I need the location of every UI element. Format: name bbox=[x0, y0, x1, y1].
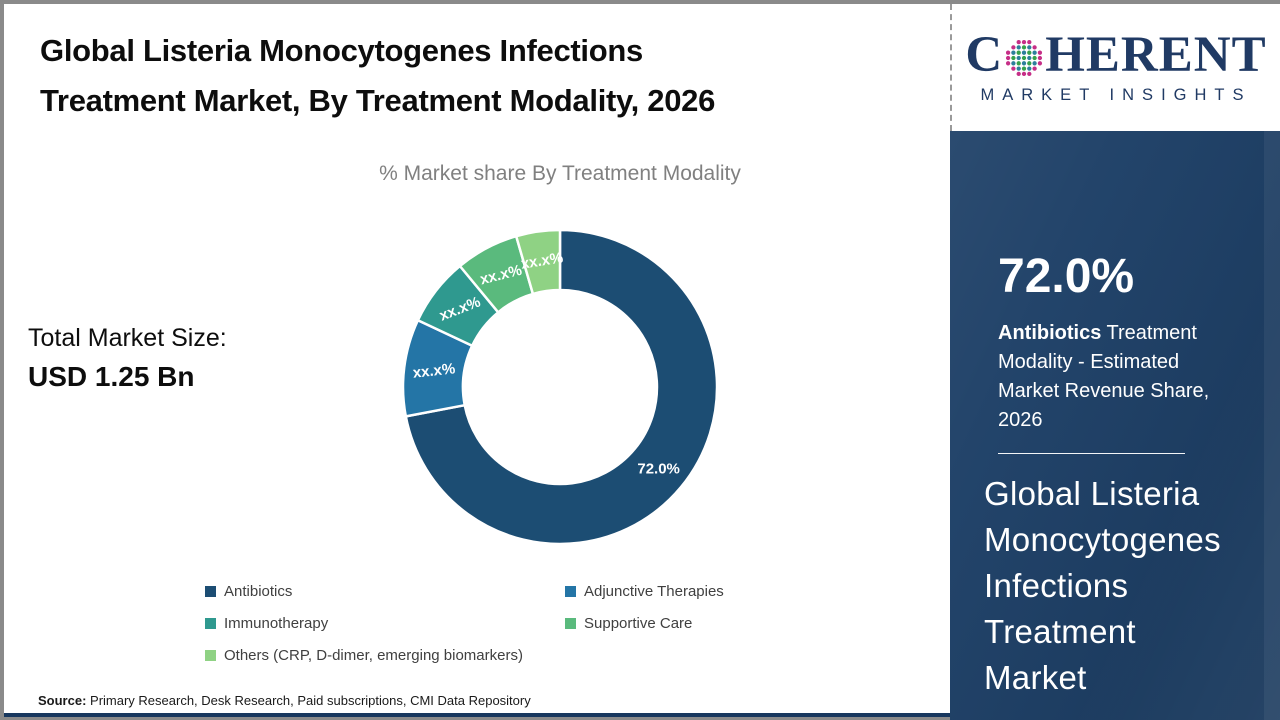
legend-item-supportive-care: Supportive Care bbox=[565, 615, 724, 632]
donut-chart: 72.0% xx.x% xx.x% xx.x% xx.x% bbox=[400, 227, 720, 547]
chart-legend: Antibiotics Adjunctive Therapies Immunot… bbox=[205, 583, 724, 664]
total-market-size-value: USD 1.25 Bn bbox=[28, 361, 195, 392]
legend-swatch-icon bbox=[205, 618, 216, 629]
donut-slice-4 bbox=[514, 228, 562, 296]
highlight-stat-value: 72.0% bbox=[998, 250, 1135, 303]
legend-label: Others (CRP, D-dimer, emerging biomarker… bbox=[224, 647, 523, 664]
logo-tagline: MARKET INSIGHTS bbox=[980, 86, 1252, 104]
legend-swatch-icon bbox=[565, 618, 576, 629]
highlight-stat-description: Antibiotics Treatment Modality - Estimat… bbox=[998, 319, 1234, 435]
legend-label: Antibiotics bbox=[224, 583, 293, 600]
source-label: Source: bbox=[38, 693, 87, 708]
legend-label: Immunotherapy bbox=[224, 615, 329, 632]
legend-item-adjunctive-therapies: Adjunctive Therapies bbox=[565, 583, 724, 600]
donut-chart-svg bbox=[401, 228, 719, 546]
total-market-size-label: Total Market Size: bbox=[28, 324, 227, 352]
legend-label: Adjunctive Therapies bbox=[584, 583, 724, 600]
slice-label-0: 72.0% bbox=[637, 460, 680, 478]
legend-swatch-icon bbox=[205, 586, 216, 597]
legend-swatch-icon bbox=[565, 586, 576, 597]
logo-text-start: C bbox=[965, 27, 1004, 83]
bottom-accent-bar bbox=[4, 713, 950, 717]
brand-logo-area: C HERENT MARKET INSIGHTS bbox=[950, 4, 1280, 131]
logo-globe-icon bbox=[1006, 39, 1043, 76]
highlight-stat-rest: Treatment Modality - Estimated Market Re… bbox=[998, 322, 1210, 431]
legend-item-others: Others (CRP, D-dimer, emerging biomarker… bbox=[205, 647, 565, 664]
chart-canvas: Global Listeria Monocytogenes Infections… bbox=[4, 4, 950, 713]
legend-item-antibiotics: Antibiotics bbox=[205, 583, 565, 600]
page-title: Global Listeria Monocytogenes Infections… bbox=[40, 33, 716, 118]
highlight-stat-bold: Antibiotics bbox=[998, 322, 1102, 344]
source-note: Source: Primary Research, Desk Research,… bbox=[38, 693, 531, 708]
legend-swatch-icon bbox=[205, 650, 216, 661]
donut-slice-0 bbox=[404, 228, 719, 546]
highlight-sidebar: 72.0% Antibiotics Treatment Modality - E… bbox=[950, 131, 1280, 720]
sidebar-divider bbox=[998, 453, 1185, 454]
source-text: Primary Research, Desk Research, Paid su… bbox=[86, 693, 531, 708]
brand-logo: C HERENT bbox=[965, 30, 1266, 81]
legend-item-immunotherapy: Immunotherapy bbox=[205, 615, 565, 632]
logo-text-end: HERENT bbox=[1045, 27, 1267, 83]
chart-subtitle: % Market share By Treatment Modality bbox=[379, 162, 741, 185]
legend-label: Supportive Care bbox=[584, 615, 693, 632]
sidebar-market-title: Global Listeria Monocytogenes Infections… bbox=[984, 475, 1221, 696]
total-market-size: Total Market Size: USD 1.25 Bn bbox=[28, 324, 227, 393]
